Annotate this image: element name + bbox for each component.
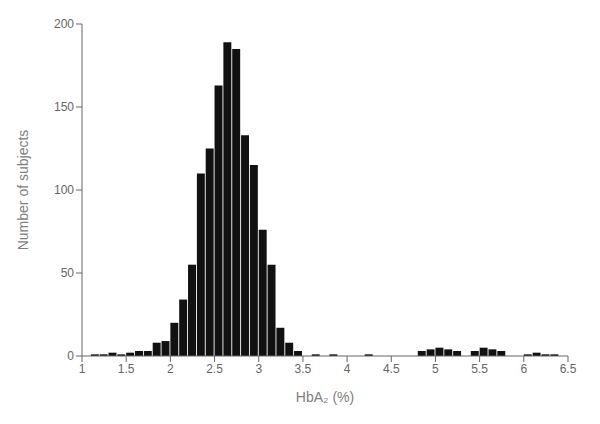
svg-text:200: 200 <box>54 17 74 31</box>
svg-text:2: 2 <box>167 362 174 376</box>
svg-text:2.5: 2.5 <box>206 362 223 376</box>
svg-text:HbA₂ (%): HbA₂ (%) <box>296 389 354 405</box>
svg-text:1.5: 1.5 <box>118 362 135 376</box>
svg-text:5: 5 <box>432 362 439 376</box>
svg-text:150: 150 <box>54 100 74 114</box>
svg-text:0: 0 <box>67 349 74 363</box>
svg-text:4.5: 4.5 <box>383 362 400 376</box>
svg-text:3: 3 <box>255 362 262 376</box>
svg-text:6.5: 6.5 <box>560 362 577 376</box>
svg-text:50: 50 <box>61 266 75 280</box>
svg-text:1: 1 <box>79 362 86 376</box>
svg-text:4: 4 <box>344 362 351 376</box>
svg-text:5.5: 5.5 <box>471 362 488 376</box>
svg-text:3.5: 3.5 <box>295 362 312 376</box>
svg-text:100: 100 <box>54 183 74 197</box>
svg-text:Number of subjects: Number of subjects <box>15 130 31 251</box>
svg-text:6: 6 <box>520 362 527 376</box>
